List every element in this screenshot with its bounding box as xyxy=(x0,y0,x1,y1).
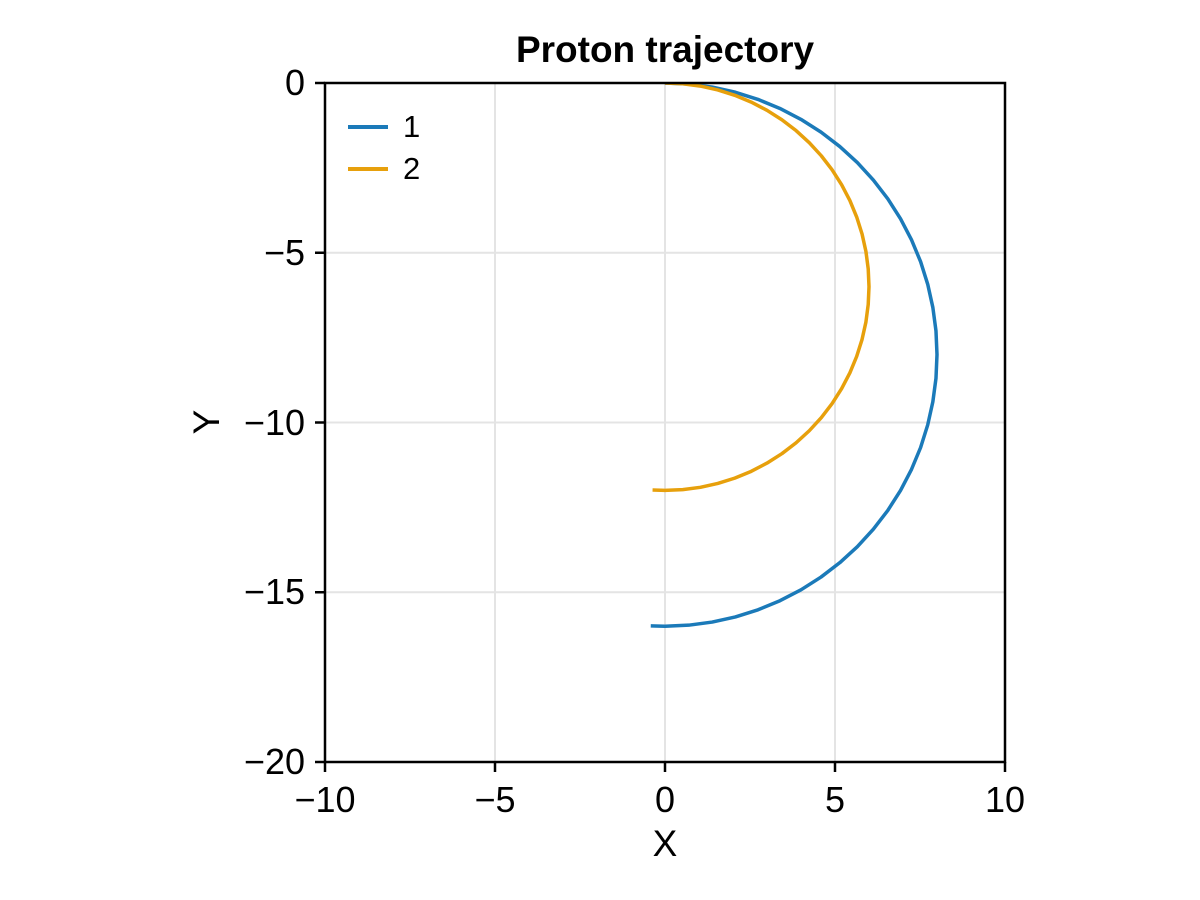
chart-title: Proton trajectory xyxy=(515,29,815,70)
x-tick-label: −5 xyxy=(474,779,516,820)
trajectory-line-1 xyxy=(650,83,939,628)
legend-item: 2 xyxy=(348,148,420,190)
y-tick-label: −10 xyxy=(243,401,305,443)
tick-marks xyxy=(315,81,1007,772)
y-tick-label: −5 xyxy=(263,231,305,273)
legend-line-swatch xyxy=(348,167,388,171)
x-tick-label: 5 xyxy=(824,779,846,820)
series-lines xyxy=(650,83,939,628)
trajectory-line-2 xyxy=(652,83,871,493)
x-tick-label: 0 xyxy=(654,779,676,820)
grid xyxy=(324,82,1006,763)
x-tick-label: 10 xyxy=(984,779,1026,820)
y-tick-label: −20 xyxy=(243,741,305,782)
y-tick-label: −15 xyxy=(243,571,305,613)
x-tick-label: −10 xyxy=(294,779,356,820)
legend-label: 2 xyxy=(403,151,421,186)
legend-line-swatch xyxy=(348,125,388,129)
legend-item: 1 xyxy=(348,106,420,148)
y-tick-label: 0 xyxy=(284,62,305,103)
x-axis-label: X xyxy=(652,823,678,864)
legend-label: 1 xyxy=(403,109,421,144)
